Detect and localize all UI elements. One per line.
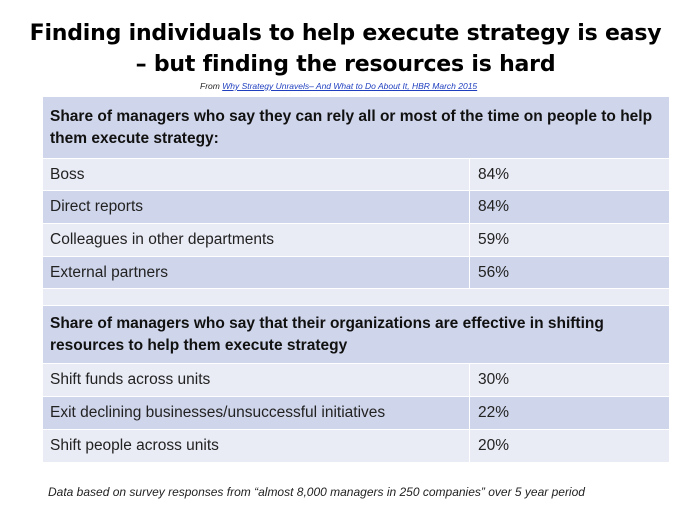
row-value: 20% <box>469 429 670 463</box>
source-citation: From Why Strategy Unravels– And What to … <box>200 81 477 91</box>
row-label: Direct reports <box>42 190 470 224</box>
section-2-header: Share of managers who say that their org… <box>42 305 670 364</box>
section-spacer <box>42 288 670 306</box>
source-prefix: From <box>200 81 223 91</box>
row-value: 30% <box>469 363 670 397</box>
row-label: External partners <box>42 256 470 289</box>
section-1-header-row: Share of managers who say they can rely … <box>42 96 670 159</box>
section-spacer-row <box>42 288 670 306</box>
slide-title-line-1: Finding individuals to help execute stra… <box>29 21 662 46</box>
table-row: Shift people across units 20% <box>42 429 670 463</box>
table-row: Boss 84% <box>42 158 670 191</box>
slide-title: Finding individuals to help execute stra… <box>0 18 691 80</box>
row-label: Shift funds across units <box>42 363 470 397</box>
slide-title-line-2: – but finding the resources is hard <box>135 52 556 77</box>
section-1-header: Share of managers who say they can rely … <box>42 96 670 159</box>
row-label: Boss <box>42 158 470 191</box>
row-label: Shift people across units <box>42 429 470 463</box>
section-2-header-row: Share of managers who say that their org… <box>42 305 670 364</box>
table-row: External partners 56% <box>42 256 670 289</box>
table-row: Exit declining businesses/unsuccessful i… <box>42 396 670 430</box>
footnote: Data based on survey responses from “alm… <box>48 485 585 499</box>
row-value: 22% <box>469 396 670 430</box>
row-label: Exit declining businesses/unsuccessful i… <box>42 396 470 430</box>
row-value: 84% <box>469 158 670 191</box>
source-link[interactable]: Why Strategy Unravels– And What to Do Ab… <box>222 81 478 91</box>
row-value: 56% <box>469 256 670 289</box>
row-value: 59% <box>469 223 670 257</box>
table-row: Shift funds across units 30% <box>42 363 670 397</box>
table-row: Colleagues in other departments 59% <box>42 223 670 257</box>
row-label: Colleagues in other departments <box>42 223 470 257</box>
table-row: Direct reports 84% <box>42 190 670 224</box>
survey-table: Share of managers who say they can rely … <box>42 96 670 463</box>
row-value: 84% <box>469 190 670 224</box>
